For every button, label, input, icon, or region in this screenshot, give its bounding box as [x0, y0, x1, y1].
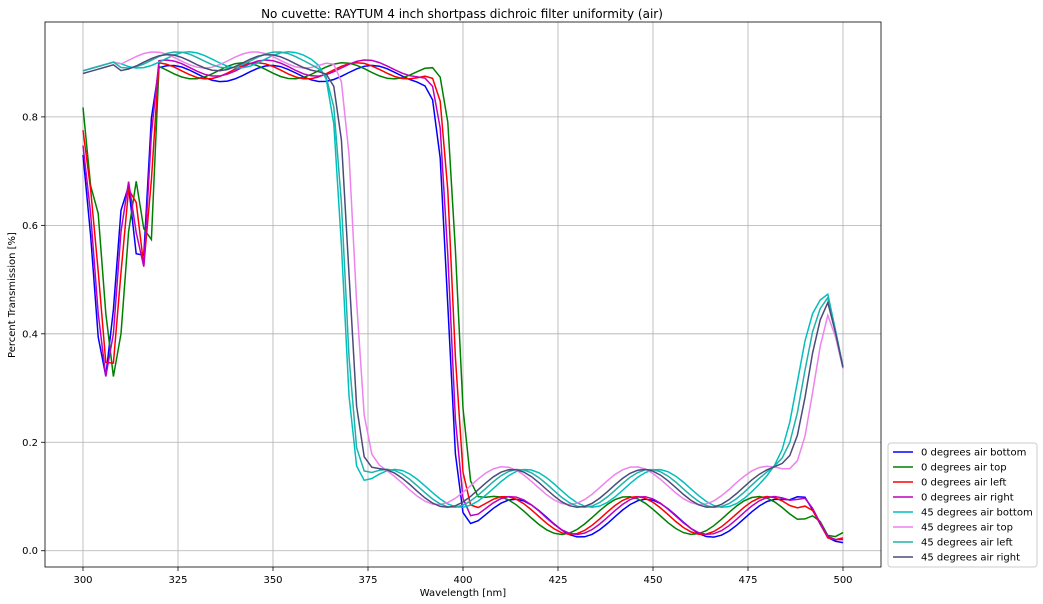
grid [45, 22, 881, 567]
chart-title: No cuvette: RAYTUM 4 inch shortpass dich… [261, 7, 663, 21]
x-tick-label: 450 [643, 575, 662, 586]
legend-label: 45 degrees air left [921, 538, 1013, 549]
series-line [82, 53, 844, 509]
x-tick-label: 500 [833, 575, 852, 586]
legend-label: 0 degrees air left [921, 478, 1006, 489]
series-lines [82, 51, 844, 544]
series-line [82, 61, 844, 541]
series-line [82, 51, 844, 509]
x-axis-ticks: 300 325 350 375 400 425 450 475 500 [73, 567, 853, 586]
legend-label: 45 degrees air right [921, 553, 1020, 564]
y-axis-ticks: 0.0 0.2 0.4 0.6 0.8 [22, 112, 45, 557]
y-tick-label: 0.2 [22, 438, 38, 449]
legend-label: 45 degrees air bottom [921, 508, 1033, 519]
y-tick-label: 0.0 [22, 546, 38, 557]
plot-area: 300 325 350 375 400 425 450 475 500 0.0 0.2 0.4 0.6… [22, 21, 882, 586]
y-axis-label: Percent Transmission [%] [7, 232, 18, 358]
y-tick-label: 0.6 [22, 221, 38, 232]
y-tick-label: 0.4 [22, 329, 38, 340]
series-line [82, 59, 844, 541]
x-tick-label: 300 [73, 575, 92, 586]
legend-label: 0 degrees air right [921, 493, 1014, 504]
legend-box [887, 442, 1038, 568]
x-tick-label: 475 [738, 575, 757, 586]
legend-label: 45 degrees air top [921, 523, 1013, 534]
x-tick-label: 325 [168, 575, 187, 586]
x-tick-label: 425 [548, 575, 567, 586]
x-tick-label: 375 [358, 575, 377, 586]
series-line [82, 51, 844, 506]
x-tick-label: 350 [263, 575, 282, 586]
legend-label: 0 degrees air bottom [921, 448, 1026, 459]
legend-items: 0 degrees air bottom 0 degrees air top 0 d… [893, 448, 1033, 564]
x-tick-label: 400 [453, 575, 472, 586]
y-tick-label: 0.8 [22, 112, 38, 123]
legend-label: 0 degrees air top [921, 463, 1007, 474]
legend: 0 degrees air bottom 0 degrees air top 0 d… [887, 442, 1038, 568]
x-axis-label: Wavelength [nm] [420, 588, 506, 599]
